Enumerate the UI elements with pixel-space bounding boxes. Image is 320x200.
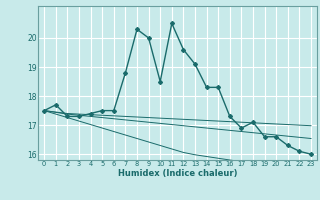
X-axis label: Humidex (Indice chaleur): Humidex (Indice chaleur) <box>118 169 237 178</box>
